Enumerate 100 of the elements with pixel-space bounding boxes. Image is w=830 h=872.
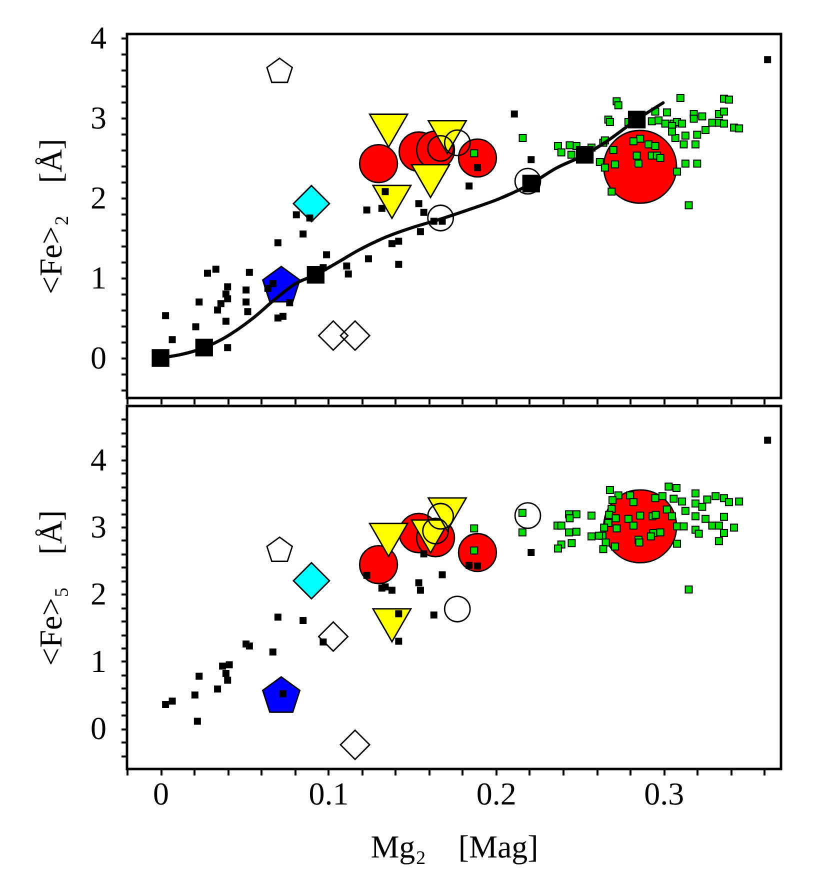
point <box>465 182 472 190</box>
point <box>224 344 231 351</box>
point <box>269 280 276 287</box>
y-tick-label: 2 <box>90 179 106 216</box>
point <box>194 718 201 725</box>
point <box>246 268 253 276</box>
y-tick-label: 0 <box>90 339 106 376</box>
point <box>266 57 293 83</box>
point <box>204 269 211 276</box>
point <box>510 110 518 118</box>
point <box>628 110 646 128</box>
point <box>214 685 221 692</box>
point <box>151 348 170 367</box>
x-tick-label: 0 <box>152 775 169 812</box>
point <box>162 312 169 319</box>
point <box>420 208 428 216</box>
point <box>246 642 253 650</box>
point <box>426 204 454 232</box>
point <box>465 562 472 569</box>
y-tick-label: 4 <box>90 441 106 478</box>
point <box>363 572 370 579</box>
point <box>527 156 534 163</box>
y-tick-label: 3 <box>90 99 106 136</box>
point <box>318 320 348 351</box>
point <box>474 164 481 171</box>
point <box>224 283 231 290</box>
point <box>224 295 231 302</box>
point <box>764 436 771 444</box>
point <box>279 312 286 320</box>
point <box>292 211 300 218</box>
point <box>292 562 330 600</box>
point <box>444 595 471 622</box>
point <box>286 299 293 306</box>
point <box>322 251 330 258</box>
point <box>527 548 534 556</box>
y-axis-title: <Fe>₅ [Å] <box>32 510 68 666</box>
point <box>222 670 230 677</box>
point <box>378 204 386 212</box>
x-axis-title: Mg₂ [Mag] <box>370 828 538 864</box>
point <box>274 613 282 620</box>
point <box>168 336 176 343</box>
point <box>306 214 314 222</box>
point <box>764 56 771 63</box>
point <box>438 570 446 578</box>
y-tick-label: 3 <box>90 508 106 544</box>
y-tick-label: 2 <box>90 575 106 612</box>
point <box>195 298 202 306</box>
point <box>168 697 176 704</box>
x-tick-label: 0.2 <box>476 775 516 812</box>
point <box>474 562 481 570</box>
point <box>388 586 396 594</box>
point <box>244 308 251 315</box>
point <box>394 610 402 617</box>
point <box>292 184 330 222</box>
point <box>279 690 286 697</box>
point <box>416 586 424 594</box>
point <box>340 729 370 760</box>
point <box>269 648 276 656</box>
y-axis-title: <Fe>₂ [Å] <box>32 138 68 294</box>
x-tick-label: 0.1 <box>308 775 348 812</box>
point <box>381 188 388 195</box>
point <box>274 239 282 246</box>
point <box>192 323 200 330</box>
point <box>394 260 402 268</box>
point <box>416 228 424 235</box>
x-tick-label: 0.3 <box>644 775 684 812</box>
point <box>342 262 350 270</box>
point <box>318 621 348 652</box>
point <box>306 266 324 284</box>
y-tick-label: 4 <box>90 19 106 56</box>
point <box>363 206 370 214</box>
point <box>415 200 422 207</box>
point <box>576 146 594 164</box>
point <box>242 298 250 306</box>
point <box>364 255 372 262</box>
point <box>299 230 306 238</box>
point <box>191 691 198 698</box>
point <box>218 662 226 670</box>
point <box>514 502 541 529</box>
point <box>394 237 402 244</box>
point <box>162 700 169 708</box>
point <box>195 672 202 680</box>
y-tick-label: 1 <box>90 642 106 679</box>
point <box>420 550 428 558</box>
point <box>242 286 250 294</box>
y-tick-label: 0 <box>90 710 106 746</box>
point <box>319 638 326 646</box>
point <box>195 338 213 356</box>
point <box>264 284 272 292</box>
point <box>217 300 224 307</box>
point <box>222 317 230 324</box>
point <box>226 661 233 668</box>
point <box>224 676 231 684</box>
point <box>381 583 388 590</box>
point <box>415 579 422 586</box>
point <box>388 240 396 247</box>
point <box>394 638 402 645</box>
y-tick-label: 1 <box>90 259 106 296</box>
point <box>430 611 438 618</box>
point <box>340 320 370 351</box>
